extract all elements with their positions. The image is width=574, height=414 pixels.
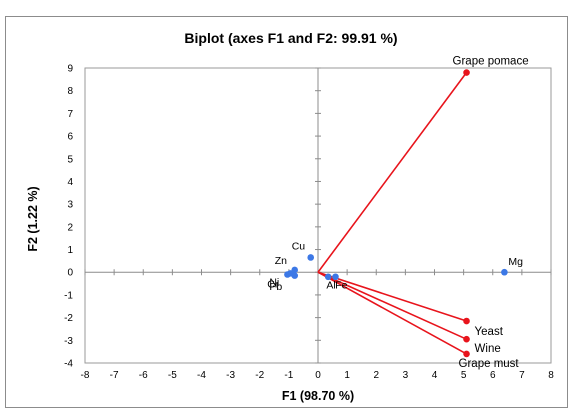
- x-tick-label: 5: [461, 370, 467, 381]
- y-tick-label: -2: [64, 313, 73, 324]
- observation-label: Zn: [275, 255, 287, 267]
- y-tick-label: 3: [67, 200, 73, 211]
- observation-label: Ni: [269, 276, 279, 288]
- y-tick-label: 1: [67, 245, 73, 256]
- y-tick-label: 7: [67, 109, 73, 120]
- y-tick-label: -3: [64, 336, 73, 347]
- observation-point: [291, 272, 299, 279]
- x-tick-label: 6: [490, 370, 496, 381]
- variable-label: Grape pomace: [453, 56, 529, 68]
- x-tick-label: 3: [403, 370, 409, 381]
- observation-label: Al: [326, 280, 335, 292]
- y-tick-label: 8: [67, 86, 73, 97]
- x-tick-label: 7: [519, 370, 525, 381]
- observation-label: Mg: [508, 256, 523, 268]
- observation-label: Fe: [335, 280, 347, 292]
- x-tick-label: -7: [110, 370, 119, 381]
- x-tick-label: -8: [81, 370, 90, 381]
- variable-vector: [317, 271, 467, 340]
- chart-frame: [5, 16, 568, 408]
- x-tick-label: 1: [344, 370, 350, 381]
- observation-label: Cr: [267, 279, 279, 291]
- observation-point: [501, 268, 508, 276]
- variable-vector: [317, 271, 467, 322]
- y-tick-label: -4: [64, 359, 73, 370]
- variable-label: Yeast: [475, 326, 504, 338]
- chart-title: Biplot (axes F1 and F2: 99.91 %): [184, 30, 397, 46]
- variable-point: [463, 317, 470, 325]
- y-axis-label: F2 (1.22 %): [26, 186, 40, 251]
- observation-label: Pb: [269, 281, 282, 293]
- y-tick-label: -1: [64, 290, 73, 301]
- y-tick-label: 6: [67, 132, 73, 143]
- x-tick-label: -2: [255, 370, 264, 381]
- y-tick-label: 5: [67, 154, 73, 165]
- plot-area: -8 -7 -6 -5 -4 -3 -2 -1 0 1 2 3 4 5 6 7 8 -4 -3 -2 -1 0 1 2 3 4 5 6…: [64, 56, 554, 381]
- x-axis-label: F1 (98.70 %): [282, 389, 354, 403]
- x-tick-label: 2: [373, 370, 379, 381]
- x-tick-label: 0: [315, 370, 321, 381]
- variable-label: Grape must: [459, 358, 520, 370]
- observation-point: [332, 273, 339, 281]
- variable-vector: [317, 271, 467, 355]
- y-tick-label: 9: [67, 64, 73, 75]
- y-tick-label: 4: [67, 177, 73, 188]
- variable-point: [463, 335, 470, 343]
- x-tick-label: -1: [284, 370, 293, 381]
- y-tick-label: 0: [67, 268, 73, 279]
- observation-point: [284, 271, 291, 278]
- variable-point: [463, 350, 470, 358]
- observation-point: [324, 273, 332, 281]
- variable-point: [463, 69, 470, 76]
- variable-label: Wine: [475, 343, 501, 355]
- x-tick-label: -3: [226, 370, 235, 381]
- x-tick-label: 8: [548, 370, 554, 381]
- observation-point: [307, 254, 315, 261]
- observation-label: Cu: [292, 240, 306, 252]
- variable-vector: [317, 72, 468, 273]
- y-tick-label: 2: [67, 222, 73, 233]
- x-tick-label: -4: [197, 370, 206, 381]
- x-tick-label: 4: [432, 370, 438, 381]
- x-tick-label: -6: [139, 370, 148, 381]
- x-tick-label: -5: [168, 370, 177, 381]
